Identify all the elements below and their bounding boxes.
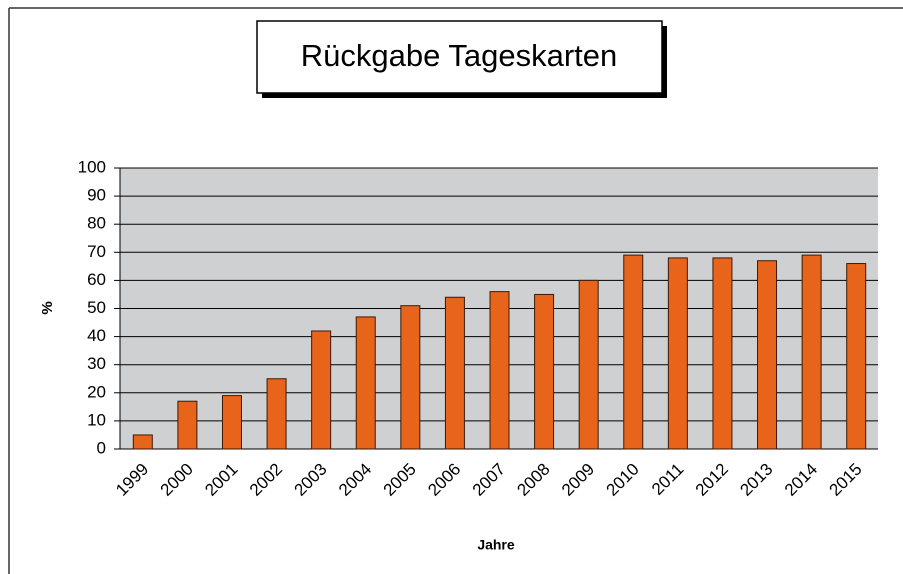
- bar: [846, 263, 867, 450]
- y-axis-label: %: [39, 301, 56, 314]
- x-tick-label: 2002: [246, 460, 286, 500]
- bar: [311, 330, 332, 450]
- x-tick-label: 2001: [201, 460, 241, 500]
- y-tick-label: 60: [87, 270, 106, 289]
- bar: [444, 296, 465, 450]
- bar: [355, 316, 376, 450]
- x-tick-label: 2006: [424, 460, 464, 500]
- title-box: [256, 20, 663, 94]
- y-tick-label: 20: [87, 382, 106, 401]
- bar: [221, 395, 242, 450]
- bar: [757, 260, 778, 450]
- bar: [489, 291, 510, 450]
- bar: [534, 293, 555, 450]
- x-axis-label: Jahre: [477, 537, 515, 553]
- bar: [177, 400, 198, 450]
- y-tick-label: 40: [87, 326, 106, 345]
- bar: [623, 254, 644, 450]
- x-tick-label: 2004: [335, 460, 375, 500]
- chart-title: Rückgabe Tageskarten: [301, 38, 618, 73]
- bar: [667, 257, 688, 450]
- x-tick-label: 2003: [290, 460, 330, 500]
- x-tick-label: 2011: [648, 460, 687, 499]
- bar: [266, 378, 287, 450]
- y-tick-label: 50: [87, 298, 106, 317]
- x-tick-label: 2014: [781, 460, 821, 500]
- y-tick-label: 30: [87, 354, 106, 373]
- x-tick-label: 2010: [603, 460, 643, 500]
- bar: [578, 279, 599, 450]
- bar: [400, 305, 421, 450]
- y-tick-label: 90: [87, 186, 106, 205]
- x-tick-label: 2015: [826, 460, 866, 500]
- x-tick-label: 2012: [692, 460, 732, 500]
- y-tick-label: 80: [87, 214, 106, 233]
- x-tick-label: 2008: [513, 460, 553, 500]
- y-tick-label: 70: [87, 242, 106, 261]
- bar: [801, 254, 822, 450]
- y-tick-label: 10: [87, 410, 106, 429]
- y-tick-label: 0: [97, 438, 106, 457]
- x-tick-label: 2005: [380, 460, 420, 500]
- bar: [132, 434, 153, 450]
- x-tick-label: 2013: [736, 460, 776, 500]
- bar: [712, 257, 733, 450]
- x-tick-label: 2007: [469, 460, 509, 500]
- y-tick-label: 100: [78, 157, 106, 176]
- x-tick-label: 2000: [157, 460, 197, 500]
- x-tick-label: 2009: [558, 460, 598, 500]
- x-tick-label: 1999: [112, 460, 152, 500]
